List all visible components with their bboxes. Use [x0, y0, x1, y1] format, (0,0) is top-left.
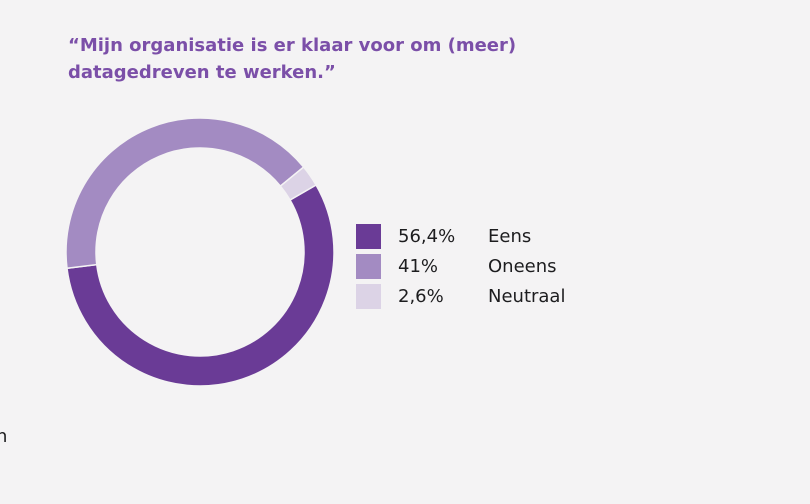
- donut-slice-neutraal: [279, 165, 318, 202]
- legend-item-neutraal: 2,6% Neutraal: [356, 281, 565, 311]
- cropped-text-fragment: n: [0, 426, 8, 447]
- chart-title: “Mijn organisatie is er klaar voor om (m…: [68, 32, 628, 86]
- legend-swatch-neutraal: [356, 283, 381, 309]
- legend-value-neutraal: 2,6%: [398, 285, 444, 307]
- donut-slice-eens: [66, 183, 335, 387]
- chart-title-line-2: datagedreven te werken.”: [68, 62, 336, 83]
- legend-label-eens: Eens: [488, 225, 532, 247]
- legend-label-neutraal: Neutraal: [488, 285, 566, 307]
- donut-slice-oneens: [65, 117, 305, 270]
- legend-item-eens: 56,4% Eens: [356, 221, 565, 251]
- legend-item-oneens: 41% Oneens: [356, 251, 565, 281]
- chart-legend: 56,4% Eens 41% Oneens 2,6% Neutraal: [356, 221, 565, 311]
- legend-value-eens: 56,4%: [398, 225, 456, 247]
- legend-value-oneens: 41%: [398, 255, 439, 277]
- chart-title-line-1: “Mijn organisatie is er klaar voor om (m…: [68, 35, 517, 56]
- legend-swatch-eens: [356, 223, 381, 249]
- legend-swatch-oneens: [356, 253, 381, 279]
- legend-label-oneens: Oneens: [488, 255, 557, 277]
